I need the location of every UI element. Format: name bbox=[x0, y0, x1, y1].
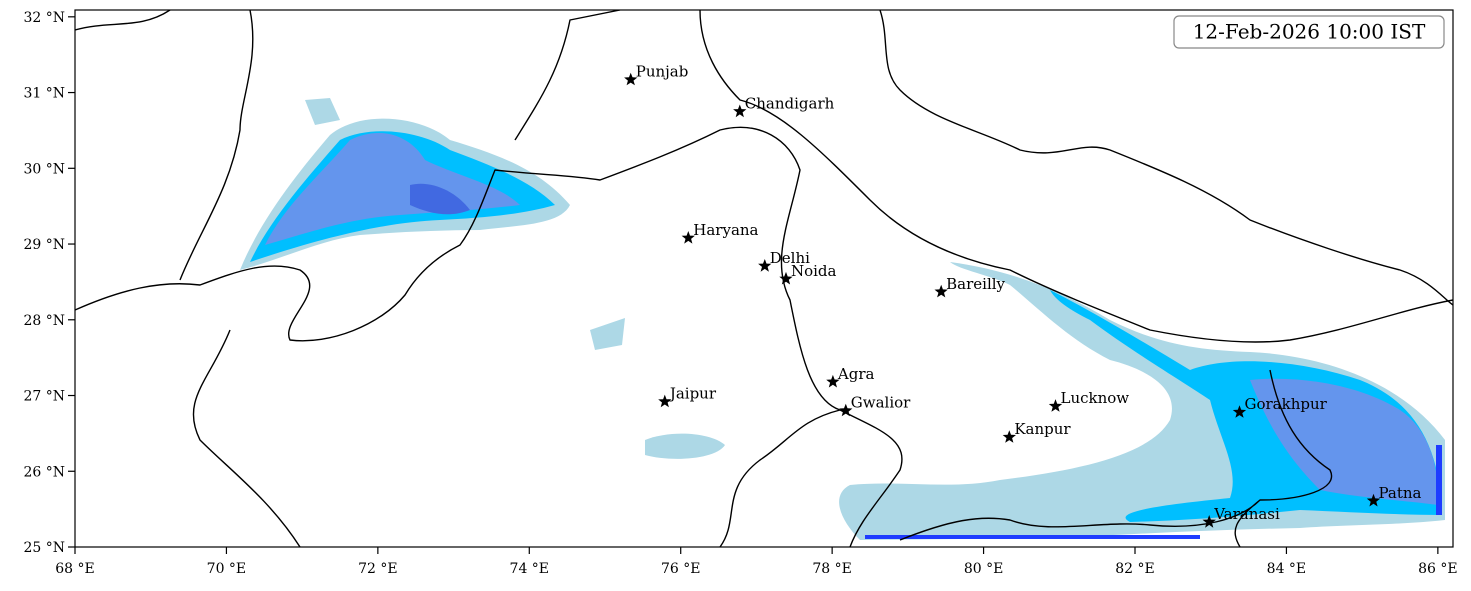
y-tick-label: 30 °N bbox=[23, 161, 65, 177]
city-marker bbox=[934, 284, 948, 298]
y-tick-label: 32 °N bbox=[23, 10, 65, 26]
city-label: Gorakhpur bbox=[1244, 395, 1327, 413]
city-marker bbox=[1366, 493, 1381, 507]
city-label: Noida bbox=[791, 262, 837, 280]
x-tick-label: 78 °E bbox=[812, 561, 851, 577]
city-label: Agra bbox=[837, 365, 875, 383]
y-tick-label: 25 °N bbox=[23, 540, 65, 556]
city-label: Delhi bbox=[770, 249, 810, 267]
city-label: Varanasi bbox=[1213, 505, 1280, 523]
city-label: Punjab bbox=[636, 63, 689, 81]
y-tick-label: 29 °N bbox=[23, 237, 65, 253]
x-tick-label: 84 °E bbox=[1267, 561, 1306, 577]
city-marker bbox=[779, 271, 793, 285]
x-tick-label: 74 °E bbox=[510, 561, 549, 577]
precipitation-shading bbox=[240, 98, 1445, 540]
city-label: Haryana bbox=[693, 221, 758, 239]
city-marker bbox=[733, 104, 747, 118]
city-label: Gwalior bbox=[851, 394, 911, 412]
city-label: Patna bbox=[1379, 484, 1422, 502]
x-tick-label: 76 °E bbox=[661, 561, 700, 577]
city-label: Kanpur bbox=[1014, 420, 1071, 438]
plot-frame bbox=[74, 9, 1454, 548]
city-marker bbox=[826, 374, 840, 388]
city-marker bbox=[658, 394, 672, 408]
x-tick-label: 72 °E bbox=[358, 561, 397, 577]
city-label: Bareilly bbox=[946, 275, 1005, 293]
x-tick-label: 80 °E bbox=[964, 561, 1003, 577]
x-tick-label: 68 °E bbox=[55, 561, 94, 577]
city-label: Chandigarh bbox=[745, 94, 835, 112]
city-marker bbox=[758, 259, 772, 272]
y-tick-label: 28 °N bbox=[23, 313, 65, 329]
timestamp: 12-Feb-2026 10:00 IST bbox=[1193, 20, 1426, 44]
city-marker bbox=[839, 403, 853, 417]
timestamp-frame bbox=[1173, 15, 1445, 49]
y-tick-label: 27 °N bbox=[23, 389, 65, 405]
x-tick-label: 86 °E bbox=[1418, 561, 1457, 577]
city-marker bbox=[624, 72, 638, 86]
borders bbox=[75, 10, 1453, 547]
city-label: Jaipur bbox=[668, 385, 717, 403]
timestamp-box: 12-Feb-2026 10:00 IST bbox=[1173, 15, 1445, 49]
x-tick-label: 82 °E bbox=[1115, 561, 1154, 577]
city-label: Lucknow bbox=[1061, 389, 1130, 407]
y-tick-label: 26 °N bbox=[23, 464, 65, 480]
city-marker bbox=[1048, 399, 1063, 412]
city-marker bbox=[681, 231, 695, 244]
city-marker bbox=[1002, 430, 1016, 443]
city-marker bbox=[1202, 515, 1216, 528]
city-marker bbox=[1232, 405, 1247, 418]
y-tick-label: 31 °N bbox=[23, 86, 65, 102]
x-tick-label: 70 °E bbox=[207, 561, 246, 577]
